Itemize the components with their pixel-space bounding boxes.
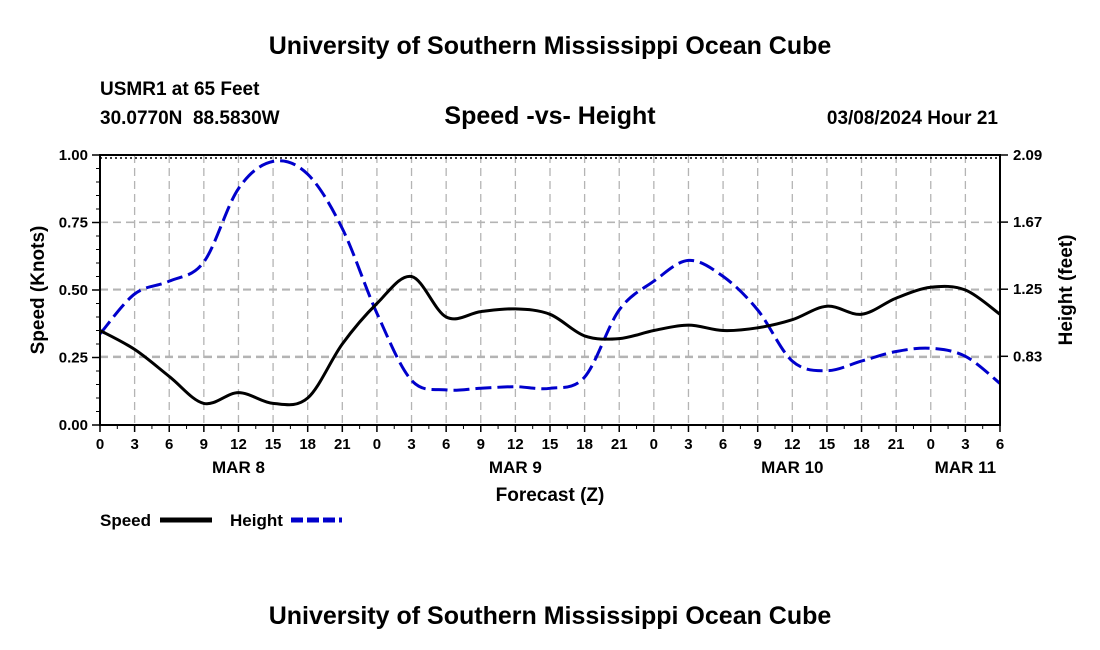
day-label: MAR 10 <box>761 458 823 477</box>
legend-speed-label: Speed <box>100 511 151 530</box>
x-tick-label: 18 <box>853 436 870 453</box>
x-tick-label: 6 <box>165 436 173 453</box>
speed-series <box>99 274 1001 407</box>
y2-tick-label: 0.83 <box>1013 348 1042 365</box>
y2-tick-label: 2.09 <box>1013 147 1042 164</box>
legend-height-label: Height <box>230 511 283 530</box>
y-tick-label: 0.25 <box>59 350 88 367</box>
x-tick-label: 12 <box>784 436 801 453</box>
station-label: USMR1 at 65 Feet <box>100 79 260 100</box>
x-tick-label: 21 <box>888 436 905 453</box>
x-tick-label: 0 <box>373 436 381 453</box>
x-tick-label: 12 <box>507 436 524 453</box>
x-tick-label: 3 <box>961 436 969 453</box>
x-tick-label: 15 <box>265 436 282 453</box>
y-tick-label: 1.00 <box>59 147 88 164</box>
x-tick-label: 12 <box>230 436 247 453</box>
legend: Speed Height <box>100 511 342 530</box>
y2-tick-label: 1.67 <box>1013 214 1042 231</box>
x-tick-label: 9 <box>754 436 762 453</box>
y2-tick-label: 1.25 <box>1013 281 1042 298</box>
x-tick-label: 9 <box>477 436 485 453</box>
chart-title: Speed -vs- Height <box>444 102 656 130</box>
x-tick-label: 0 <box>927 436 935 453</box>
x-axis-label: Forecast (Z) <box>496 485 605 506</box>
grid-lines <box>100 154 1000 425</box>
height-series <box>98 159 1001 392</box>
x-tick-label: 0 <box>96 436 104 453</box>
x-tick-label: 15 <box>819 436 836 453</box>
day-label: MAR 8 <box>212 458 265 477</box>
x-tick-label: 18 <box>299 436 316 453</box>
date-hour-label: 03/08/2024 Hour 21 <box>827 108 999 129</box>
x-tick-label: 21 <box>611 436 628 453</box>
y-tick-label: 0.75 <box>59 215 88 232</box>
x-tick-label: 6 <box>996 436 1004 453</box>
x-tick-label: 21 <box>334 436 351 453</box>
y-tick-label: 0.00 <box>59 417 88 434</box>
x-tick-label: 15 <box>542 436 559 453</box>
x-tick-label: 3 <box>407 436 415 453</box>
y2-axis-label: Height (feet) <box>1056 235 1077 346</box>
speed-line <box>99 274 1001 407</box>
main-title: University of Southern Mississippi Ocean… <box>269 32 832 60</box>
y-tick-label: 0.50 <box>59 282 88 299</box>
x-tick-label: 0 <box>650 436 658 453</box>
axes: 0 3 6 9 12 15 18 21 0 3 6 9 12 15 18 21 0 3 6 9 12 15 18 21 0 3 6M… <box>59 147 1042 477</box>
x-tick-label: 6 <box>719 436 727 453</box>
x-tick-label: 3 <box>684 436 692 453</box>
height-line <box>98 159 1001 392</box>
day-label: MAR 11 <box>935 458 996 477</box>
y-axis-label: Speed (Knots) <box>28 226 49 355</box>
x-tick-label: 6 <box>442 436 450 453</box>
day-label: MAR 9 <box>489 458 542 477</box>
footer-title: University of Southern Mississippi Ocean… <box>269 602 832 630</box>
x-tick-label: 3 <box>130 436 138 453</box>
x-tick-label: 18 <box>576 436 593 453</box>
x-tick-label: 9 <box>200 436 208 453</box>
coordinates-label: 30.0770N 88.5830W <box>100 108 280 129</box>
